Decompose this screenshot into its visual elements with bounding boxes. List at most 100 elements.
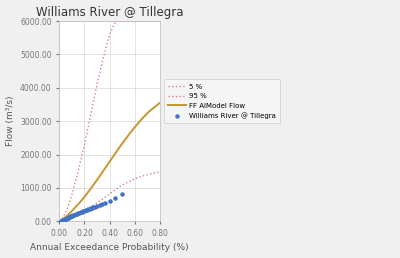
5 % — [151, 20, 156, 23]
5 % — [132, 20, 137, 23]
5 % — [67, 201, 72, 204]
FF AIModel Flow — [145, 112, 150, 115]
FF AIModel Flow — [60, 218, 64, 221]
Williams River @ Tillegra — [79, 210, 85, 214]
Williams River @ Tillegra — [119, 192, 125, 196]
Williams River @ Tillegra — [67, 215, 73, 219]
Williams River @ Tillegra — [62, 217, 69, 221]
Williams River @ Tillegra — [81, 209, 88, 213]
95 % — [76, 212, 81, 215]
95 % — [107, 192, 112, 196]
Williams River @ Tillegra — [66, 215, 72, 220]
FF AIModel Flow — [70, 209, 74, 212]
Williams River @ Tillegra — [61, 218, 68, 222]
FF AIModel Flow — [58, 219, 63, 222]
5 % — [114, 20, 118, 23]
Williams River @ Tillegra — [62, 217, 68, 221]
Williams River @ Tillegra — [58, 219, 64, 223]
Williams River @ Tillegra — [99, 202, 105, 206]
95 % — [151, 172, 156, 175]
Williams River @ Tillegra — [90, 205, 96, 209]
FF AIModel Flow — [138, 118, 143, 122]
Williams River @ Tillegra — [89, 206, 95, 210]
Williams River @ Tillegra — [106, 198, 113, 203]
Line: 5 %: 5 % — [59, 21, 160, 221]
FF AIModel Flow — [107, 160, 112, 163]
95 % — [64, 217, 69, 221]
FF AIModel Flow — [95, 178, 100, 181]
5 % — [76, 170, 81, 173]
5 % — [64, 208, 69, 211]
5 % — [101, 56, 106, 59]
Williams River @ Tillegra — [112, 196, 118, 200]
95 % — [82, 209, 87, 212]
FF AIModel Flow — [64, 214, 69, 217]
95 % — [101, 197, 106, 200]
Williams River @ Tillegra — [68, 214, 74, 218]
5 % — [95, 83, 100, 86]
Williams River @ Tillegra — [60, 218, 67, 222]
FF AIModel Flow — [114, 151, 118, 154]
5 % — [158, 20, 162, 23]
95 % — [88, 205, 93, 208]
Williams River @ Tillegra — [94, 204, 100, 208]
95 % — [70, 215, 74, 219]
5 % — [138, 20, 143, 23]
Williams River @ Tillegra — [85, 207, 92, 212]
5 % — [57, 220, 62, 223]
95 % — [126, 180, 131, 183]
Williams River @ Tillegra — [82, 208, 89, 213]
Williams River @ Tillegra — [69, 214, 75, 218]
5 % — [126, 20, 131, 23]
Williams River @ Tillegra — [88, 206, 94, 211]
Legend: 5 %, 95 %, FF AIModel Flow, Williams River @ Tillegra: 5 %, 95 %, FF AIModel Flow, Williams Riv… — [164, 79, 280, 123]
Williams River @ Tillegra — [64, 216, 71, 220]
FF AIModel Flow — [158, 101, 162, 104]
Williams River @ Tillegra — [60, 218, 66, 222]
Williams River @ Tillegra — [70, 213, 76, 217]
Williams River @ Tillegra — [101, 201, 108, 205]
FF AIModel Flow — [57, 220, 62, 223]
Title: Williams River @ Tillegra: Williams River @ Tillegra — [36, 6, 183, 19]
FF AIModel Flow — [67, 212, 72, 215]
5 % — [62, 213, 67, 216]
Williams River @ Tillegra — [80, 209, 86, 213]
FF AIModel Flow — [132, 126, 137, 129]
5 % — [88, 113, 93, 116]
Williams River @ Tillegra — [96, 203, 103, 207]
X-axis label: Annual Exceedance Probability (%): Annual Exceedance Probability (%) — [30, 244, 189, 252]
95 % — [57, 220, 62, 223]
Line: FF AIModel Flow: FF AIModel Flow — [59, 103, 160, 221]
95 % — [67, 216, 72, 220]
FF AIModel Flow — [88, 187, 93, 190]
Williams River @ Tillegra — [64, 216, 70, 221]
5 % — [82, 143, 87, 146]
FF AIModel Flow — [76, 203, 81, 206]
FF AIModel Flow — [62, 216, 67, 220]
5 % — [107, 33, 112, 36]
Williams River @ Tillegra — [78, 210, 84, 214]
Williams River @ Tillegra — [59, 219, 65, 223]
Line: 95 %: 95 % — [59, 172, 160, 221]
95 % — [132, 177, 137, 180]
95 % — [114, 188, 118, 191]
95 % — [120, 184, 124, 187]
FF AIModel Flow — [151, 106, 156, 109]
Williams River @ Tillegra — [65, 216, 71, 220]
95 % — [138, 175, 143, 178]
5 % — [145, 20, 150, 23]
5 % — [58, 219, 63, 222]
5 % — [120, 20, 124, 23]
Williams River @ Tillegra — [86, 207, 93, 211]
Williams River @ Tillegra — [76, 211, 83, 215]
Williams River @ Tillegra — [68, 214, 74, 219]
95 % — [60, 219, 64, 222]
5 % — [60, 217, 64, 220]
FF AIModel Flow — [126, 134, 131, 137]
Y-axis label: Flow (m³/s): Flow (m³/s) — [6, 96, 14, 147]
Williams River @ Tillegra — [75, 211, 82, 215]
Williams River @ Tillegra — [72, 212, 79, 216]
Williams River @ Tillegra — [91, 205, 98, 209]
Williams River @ Tillegra — [66, 215, 73, 219]
95 % — [95, 201, 100, 204]
